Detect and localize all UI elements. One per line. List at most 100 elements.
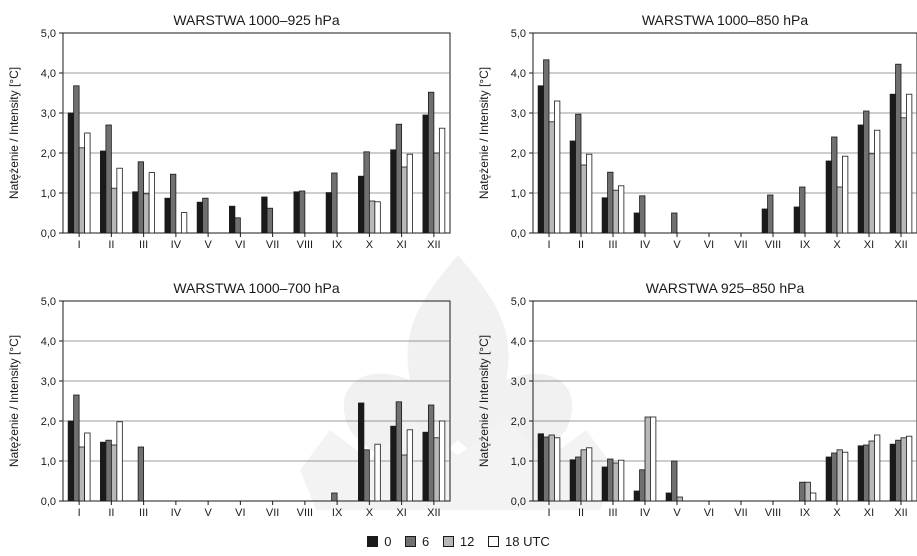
x-tick-label: IX [800, 507, 811, 519]
bar-III-series-3 [618, 459, 625, 502]
bar-II-series-3 [586, 153, 593, 234]
x-tick-label: V [673, 507, 681, 519]
bar-I-series-1 [543, 436, 550, 502]
bar-IX-series-1 [799, 186, 806, 234]
watermark-logo [300, 255, 616, 510]
bar-I-series-0 [537, 433, 544, 502]
y-tick-label: 4,0 [41, 336, 56, 348]
bar-X-series-2 [836, 186, 843, 234]
x-tick-label: IX [332, 239, 343, 251]
bar-X-series-1 [363, 151, 370, 234]
bar-III-series-1 [607, 171, 614, 234]
bar-X-series-1 [831, 136, 838, 234]
y-tick-label: 0,0 [41, 496, 56, 508]
x-tick-label: V [204, 507, 212, 519]
y-tick-label: 4,0 [511, 336, 526, 348]
x-tick-label: II [108, 239, 114, 251]
x-tick-label: VII [734, 239, 747, 251]
bar-XI-series-1 [395, 123, 403, 234]
bar-I-series-3 [554, 100, 561, 234]
bar-V-series-1 [671, 212, 678, 234]
x-tick-label: V [204, 239, 212, 251]
bar-II-series-1 [105, 439, 112, 502]
bar-III-series-2 [612, 189, 619, 234]
bar-XI-series-2 [868, 153, 875, 234]
legend-item-18: 18 UTC [488, 534, 550, 549]
bar-I-series-1 [73, 85, 80, 234]
bar-III-series-0 [601, 197, 608, 234]
bar-I-series-3 [84, 132, 91, 234]
x-tick-label: IV [640, 239, 651, 251]
x-tick-label: II [578, 507, 584, 519]
bar-II-series-3 [116, 421, 123, 502]
bar-XI-series-2 [401, 454, 408, 502]
x-tick-label: IV [171, 507, 182, 519]
chart-title: WARSTWA 1000–925 hPa [173, 12, 339, 28]
bar-II-series-0 [100, 150, 107, 234]
bar-III-series-0 [132, 191, 139, 234]
bar-X-series-0 [825, 456, 832, 502]
x-tick-label: I [78, 507, 81, 519]
x-tick-label: VI [235, 507, 245, 519]
y-tick-label: 5,0 [41, 28, 56, 40]
y-tick-label: 3,0 [511, 376, 526, 388]
bar-IX-series-1 [331, 172, 338, 234]
chart-panel-4: WARSTWA 925–850 hPa 0,0 1,0 2,0 3,0 4,0 5,0 Nat… [477, 280, 917, 519]
bar-X-series-1 [363, 449, 370, 502]
bar-X-series-3 [842, 155, 849, 234]
bar-X-series-3 [374, 443, 381, 502]
bar-XI-series-1 [863, 110, 870, 234]
y-tick-label: 3,0 [41, 376, 56, 388]
bar-X-series-0 [358, 402, 365, 502]
legend-swatch-18 [488, 536, 499, 547]
y-tick-label: 2,0 [511, 416, 526, 428]
bar-II-series-3 [116, 167, 123, 234]
bar-XII-series-1 [427, 91, 435, 234]
legend-label-0: 0 [384, 534, 392, 549]
bar-IX-series-1 [331, 492, 338, 502]
x-tick-label: XII [427, 239, 440, 251]
y-tick-label: 2,0 [41, 416, 56, 428]
bar-I-series-0 [537, 85, 544, 234]
bar-XII-series-3 [438, 420, 446, 502]
legend-item-6: 6 [405, 534, 429, 549]
y-axis-label: Natężenie / Intensity [°C] [7, 67, 21, 199]
x-tick-label: IX [332, 507, 343, 519]
bar-III-series-2 [143, 193, 150, 234]
bar-XI-series-3 [406, 153, 413, 234]
bar-I-series-2 [548, 121, 555, 234]
legend-label-6: 6 [422, 534, 430, 549]
bar-II-series-1 [575, 113, 582, 234]
y-tick-label: 3,0 [511, 108, 526, 120]
bar-V-series-0 [665, 492, 672, 502]
bar-XII-series-0 [889, 443, 896, 502]
bar-XII-series-3 [906, 435, 913, 502]
bar-IX-series-3 [810, 492, 817, 502]
bar-VII-series-0 [261, 196, 268, 234]
bar-IX-series-0 [793, 206, 800, 234]
bar-IX-series-1 [799, 481, 806, 502]
bar-XII-series-0 [889, 93, 896, 234]
bar-IV-series-3 [650, 416, 657, 502]
plot-frame [532, 32, 917, 234]
plot-frame [62, 300, 451, 502]
y-tick-label: 0,0 [41, 228, 56, 240]
x-tick-label: III [608, 239, 617, 251]
x-tick-label: VI [235, 239, 245, 251]
bar-I-series-2 [78, 147, 86, 234]
chart-title: WARSTWA 1000–700 hPa [173, 280, 339, 296]
bar-XI-series-0 [857, 445, 864, 502]
bar-XII-series-3 [438, 127, 446, 234]
bar-IV-series-1 [169, 173, 177, 234]
bar-V-series-1 [202, 197, 209, 234]
bar-XI-series-2 [868, 440, 875, 502]
bar-XI-series-1 [863, 444, 870, 502]
watermark-lily-shape [343, 255, 573, 462]
y-tick-label: 1,0 [41, 456, 56, 468]
chart-title: WARSTWA 925–850 hPa [646, 280, 805, 296]
bar-XII-series-1 [895, 63, 902, 234]
x-tick-label: VII [266, 507, 279, 519]
bar-XII-series-2 [433, 437, 440, 502]
bar-IX-series-2 [804, 481, 811, 502]
bar-IV-series-3 [180, 212, 188, 234]
